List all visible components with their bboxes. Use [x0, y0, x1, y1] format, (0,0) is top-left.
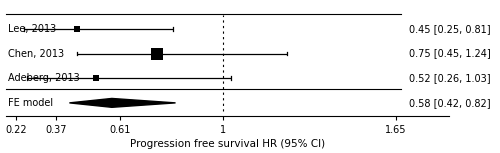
X-axis label: Progression free survival HR (95% CI): Progression free survival HR (95% CI): [130, 139, 325, 149]
Text: 0.45 [0.25, 0.81]: 0.45 [0.25, 0.81]: [409, 24, 490, 34]
Text: FE model: FE model: [8, 98, 54, 108]
Text: 0.75 [0.45, 1.24]: 0.75 [0.45, 1.24]: [409, 49, 491, 59]
Text: Chen, 2013: Chen, 2013: [8, 49, 64, 59]
Polygon shape: [70, 98, 176, 107]
Text: 0.58 [0.42, 0.82]: 0.58 [0.42, 0.82]: [409, 98, 490, 108]
Text: 0.52 [0.26, 1.03]: 0.52 [0.26, 1.03]: [409, 73, 490, 83]
Text: Lee, 2013: Lee, 2013: [8, 24, 56, 34]
Text: Adeberg, 2013: Adeberg, 2013: [8, 73, 80, 83]
